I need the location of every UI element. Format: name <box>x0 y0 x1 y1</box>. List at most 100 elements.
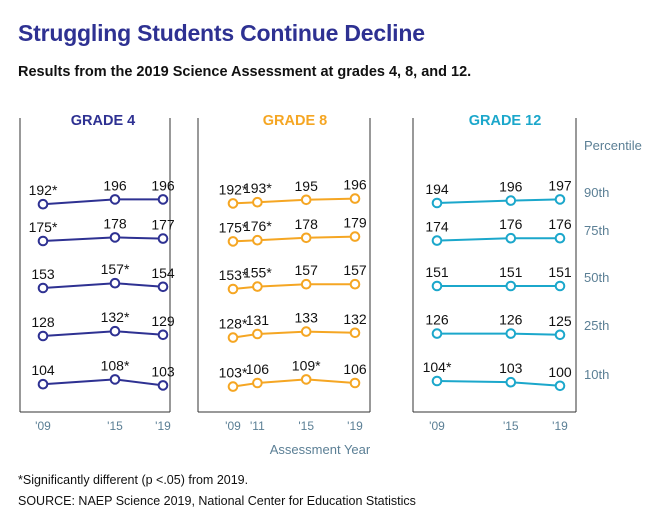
grade-4-10th-data-label: 104 <box>31 362 55 378</box>
grade-12-10th-point <box>505 376 517 388</box>
grade-4-10th-point <box>157 380 169 391</box>
grade-4-90th-data-label: 196 <box>151 177 175 193</box>
percentile-label-75th: 75th <box>584 223 609 238</box>
grade-8-75th-data-label: 178 <box>295 216 319 232</box>
grade-4-10th-point <box>37 378 49 390</box>
grade-4-panel-title: GRADE 4 <box>71 113 135 129</box>
grade-8-75th-data-label: 179 <box>343 215 367 231</box>
grade-4-50th-data-label: 154 <box>151 265 175 281</box>
grade-8-50th-point <box>300 278 312 290</box>
grade-12-25th-data-label: 126 <box>499 312 523 328</box>
grade-4-10th-data-label: 108* <box>101 357 130 373</box>
grade-8-90th-point <box>300 194 312 206</box>
grade-8-10th-data-label: 106 <box>343 361 367 377</box>
grade-12-10th-data-label: 100 <box>548 364 572 380</box>
grade-8-50th-point <box>349 278 361 290</box>
grade-4-75th-data-label: 175* <box>29 219 58 235</box>
grade-8-75th-point <box>227 236 239 247</box>
grade-4-90th-series-line <box>42 198 163 206</box>
grade-4-x-tick-label: '19 <box>155 419 171 433</box>
grade-12-10th-data-label: 104* <box>423 359 452 375</box>
grade-8-25th-data-label: 128* <box>219 316 248 332</box>
grade-8-10th-data-label: 106 <box>246 361 270 377</box>
grade-8-25th-series-line <box>232 330 356 339</box>
grade-8-x-tick-label: '11 <box>250 419 265 433</box>
grade-12-50th-data-label: 151 <box>548 264 572 280</box>
grade-8-90th-point <box>227 198 239 209</box>
grade-12-90th-point <box>554 194 566 205</box>
grade-12-panel-title: GRADE 12 <box>469 113 542 129</box>
grade-4-x-tick-label: '09 <box>35 419 51 433</box>
grade-8-x-tick-label: '15 <box>298 419 314 433</box>
grade-8-x-tick-label: '09 <box>225 419 241 433</box>
grade-12-75th-series-line <box>436 237 560 242</box>
grade-8-50th-data-label: 155* <box>243 265 272 281</box>
grade-12-90th-data-label: 197 <box>548 177 572 193</box>
grade-12-90th-point <box>431 197 443 209</box>
grade-12-x-tick-label: '15 <box>503 419 519 433</box>
grade-4-50th-series-line <box>42 282 164 289</box>
x-axis-title: Assessment Year <box>270 442 371 457</box>
grade-12-10th-point <box>431 375 443 387</box>
grade-4-25th-data-label: 128 <box>31 314 55 330</box>
grade-8-10th-point <box>227 381 239 392</box>
chart-subtitle: Results from the 2019 Science Assessment… <box>18 64 472 80</box>
grade-8-50th-data-label: 157 <box>295 262 319 278</box>
percentile-label-90th: 90th <box>584 185 609 200</box>
chart-title: Struggling Students Continue Decline <box>18 20 425 46</box>
grade-4-90th-data-label: 192* <box>29 182 58 198</box>
grade-8-90th-data-label: 195 <box>295 178 319 194</box>
grade-12-10th-data-label: 103 <box>499 360 523 376</box>
grade-8-10th-point <box>300 374 312 385</box>
grade-8-75th-point <box>300 232 312 244</box>
grade-8-10th-point <box>349 377 361 389</box>
grade-8-25th-data-label: 131 <box>246 312 270 328</box>
grade-8-90th-data-label: 196 <box>343 177 367 193</box>
grade-4-50th-point <box>109 277 121 289</box>
grade-8-50th-point <box>252 281 263 292</box>
grade-4-50th-point <box>157 281 169 293</box>
grade-4-25th-point <box>109 325 121 337</box>
grade-8-10th-series-line <box>232 378 356 388</box>
grade-12-25th-point <box>554 329 566 341</box>
grade-8-90th-data-label: 193* <box>243 180 272 196</box>
grade-12-75th-point <box>505 232 517 244</box>
grade-8-90th-point <box>252 196 263 208</box>
grade-12-25th-data-label: 125 <box>548 313 572 329</box>
grade-8-panel-title: GRADE 8 <box>263 113 327 129</box>
grade-4-x-tick-label: '15 <box>107 419 123 433</box>
grade-12-90th-series-line <box>436 198 561 204</box>
grade-4-90th-point <box>157 194 169 205</box>
grade-12-10th-series-line <box>436 380 561 387</box>
grade-12-25th-point <box>431 328 443 339</box>
grade-12-90th-point <box>505 195 517 206</box>
grade-4-25th-point <box>157 329 169 341</box>
grade-12-10th-point <box>554 380 566 392</box>
grade-4-50th-data-label: 157* <box>101 261 130 277</box>
grade-4-90th-data-label: 196 <box>103 177 127 193</box>
percentile-header: Percentile <box>584 138 642 153</box>
grade-4-75th-data-label: 178 <box>103 215 127 231</box>
grade-4-50th-point <box>37 282 49 294</box>
grade-4-90th-point <box>109 194 121 205</box>
grade-8-50th-series-line <box>232 283 355 290</box>
grade-12-x-tick-label: '19 <box>552 419 568 433</box>
percentile-label-10th: 10th <box>584 367 609 382</box>
grade-12-75th-data-label: 176 <box>499 216 523 232</box>
grade-12-25th-series-line <box>437 332 561 336</box>
grade-4-10th-data-label: 103 <box>151 363 175 379</box>
grade-4-25th-series-line <box>42 330 164 337</box>
grade-8-10th-data-label: 103* <box>219 365 248 381</box>
grade-8-25th-point <box>252 328 263 340</box>
grade-4-25th-data-label: 132* <box>101 309 130 325</box>
grade-4-75th-point <box>37 235 49 247</box>
grade-12-50th-data-label: 151 <box>499 264 523 280</box>
grade-8-90th-point <box>349 193 361 204</box>
grade-8-25th-point <box>349 327 361 339</box>
grade-4-75th-series-line <box>42 236 164 242</box>
grade-8-50th-data-label: 157 <box>343 262 367 278</box>
grade-8-75th-point <box>349 231 361 242</box>
grade-8-50th-data-label: 153* <box>219 267 248 283</box>
grade-12-75th-data-label: 174 <box>425 219 449 235</box>
